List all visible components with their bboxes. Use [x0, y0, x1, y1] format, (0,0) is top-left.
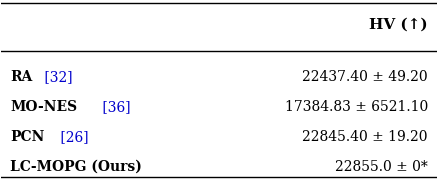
- Text: 17384.83 ± 6521.10: 17384.83 ± 6521.10: [285, 100, 428, 114]
- Text: [26]: [26]: [56, 130, 88, 144]
- Text: RA: RA: [10, 70, 32, 84]
- Text: [32]: [32]: [40, 70, 73, 84]
- Text: 22845.40 ± 19.20: 22845.40 ± 19.20: [302, 130, 428, 144]
- Text: HV (↑): HV (↑): [369, 17, 428, 32]
- Text: PCN: PCN: [10, 130, 45, 144]
- Text: MO-NES: MO-NES: [10, 100, 77, 114]
- Text: 22855.0 ± 0*: 22855.0 ± 0*: [335, 160, 428, 174]
- Text: [36]: [36]: [98, 100, 131, 114]
- Text: 22437.40 ± 49.20: 22437.40 ± 49.20: [302, 70, 428, 84]
- Text: LC-MOPG (Ours): LC-MOPG (Ours): [10, 160, 142, 174]
